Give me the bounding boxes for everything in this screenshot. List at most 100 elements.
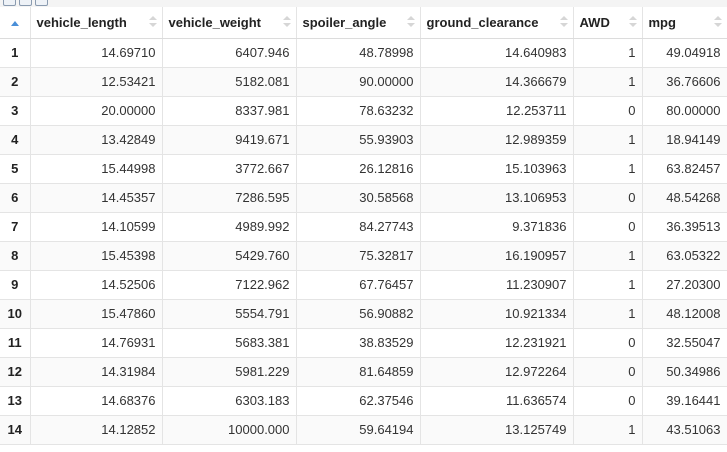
table-cell-vehicle-weight: 8337.981 (162, 96, 297, 126)
sort-icon[interactable] (713, 15, 722, 29)
sort-icon[interactable] (559, 15, 568, 29)
column-header-spoiler-angle[interactable]: spoiler_angle (296, 7, 421, 39)
table-cell-awd: 0 (573, 357, 643, 387)
table-cell-ground-clearance: 11.636574 (420, 386, 574, 416)
row-number: 8 (0, 241, 31, 271)
row-number: 9 (0, 270, 31, 300)
filter-icon[interactable] (35, 0, 48, 6)
table-row: 13 14.68376 6303.183 62.37546 11.636574 0 39.1… (0, 386, 727, 416)
table-cell-vehicle-weight: 10000.000 (162, 415, 297, 445)
table-row: 12 14.31984 5981.229 81.64859 12.972264 0 50.3… (0, 357, 727, 387)
table-cell-vehicle-length: 14.69710 (30, 38, 163, 68)
table-cell-ground-clearance: 16.190957 (420, 241, 574, 271)
table-cell-ground-clearance: 15.103963 (420, 154, 574, 184)
table-row: 4 13.42849 9419.671 55.93903 12.989359 1 18.94… (0, 125, 727, 155)
table-cell-awd: 0 (573, 96, 643, 126)
table-cell-spoiler-angle: 84.27743 (296, 212, 421, 242)
table-cell-vehicle-length: 15.47860 (30, 299, 163, 329)
table-cell-ground-clearance: 13.106953 (420, 183, 574, 213)
table-cell-mpg: 27.20300 (642, 270, 727, 300)
row-index-header[interactable] (0, 7, 31, 39)
sort-icon[interactable] (406, 15, 415, 29)
table-cell-awd: 0 (573, 328, 643, 358)
row-number: 4 (0, 125, 31, 155)
table-cell-vehicle-weight: 6407.946 (162, 38, 297, 68)
table-row: 11 14.76931 5683.381 38.83529 12.231921 0 32.5… (0, 328, 727, 358)
table-cell-vehicle-length: 20.00000 (30, 96, 163, 126)
column-header-ground-clearance[interactable]: ground_clearance (420, 7, 574, 39)
column-header-mpg[interactable]: mpg (642, 7, 727, 39)
back-icon[interactable] (3, 0, 16, 6)
table-cell-vehicle-weight: 5429.760 (162, 241, 297, 271)
table-cell-vehicle-length: 14.31984 (30, 357, 163, 387)
column-header-label: mpg (648, 14, 676, 30)
sort-icon[interactable] (148, 15, 157, 29)
table-cell-vehicle-weight: 9419.671 (162, 125, 297, 155)
table-row: 5 15.44998 3772.667 26.12816 15.103963 1 63.82… (0, 154, 727, 184)
sort-icon[interactable] (628, 15, 637, 29)
column-header-label: vehicle_weight (168, 14, 261, 30)
table-cell-ground-clearance: 12.972264 (420, 357, 574, 387)
row-number: 10 (0, 299, 31, 329)
table-cell-ground-clearance: 14.640983 (420, 38, 574, 68)
table-cell-vehicle-length: 14.52506 (30, 270, 163, 300)
table-cell-spoiler-angle: 26.12816 (296, 154, 421, 184)
table-cell-mpg: 18.94149 (642, 125, 727, 155)
table-cell-mpg: 36.76606 (642, 67, 727, 97)
table-cell-vehicle-weight: 6303.183 (162, 386, 297, 416)
table-cell-awd: 0 (573, 386, 643, 416)
table-row: 1 14.69710 6407.946 48.78998 14.640983 1 49.04… (0, 38, 727, 68)
table-cell-vehicle-weight: 5182.081 (162, 67, 297, 97)
header-row: vehicle_length vehicle_weight spoiler_an… (0, 7, 727, 39)
table-cell-mpg: 36.39513 (642, 212, 727, 242)
table-cell-mpg: 50.34986 (642, 357, 727, 387)
table-row: 8 15.45398 5429.760 75.32817 16.190957 1 63.05… (0, 241, 727, 271)
row-number: 12 (0, 357, 31, 387)
column-header-awd[interactable]: AWD (573, 7, 643, 39)
table-row: 3 20.00000 8337.981 78.63232 12.253711 0 80.00… (0, 96, 727, 126)
row-number: 5 (0, 154, 31, 184)
column-header-vehicle-length[interactable]: vehicle_length (30, 7, 163, 39)
table-cell-spoiler-angle: 59.64194 (296, 415, 421, 445)
row-number: 6 (0, 183, 31, 213)
row-number: 11 (0, 328, 31, 358)
table-cell-vehicle-length: 14.10599 (30, 212, 163, 242)
table-cell-mpg: 48.54268 (642, 183, 727, 213)
column-header-label: spoiler_angle (302, 14, 387, 30)
table-cell-ground-clearance: 11.230907 (420, 270, 574, 300)
table-cell-vehicle-length: 14.45357 (30, 183, 163, 213)
column-header-vehicle-weight[interactable]: vehicle_weight (162, 7, 297, 39)
table-cell-ground-clearance: 12.253711 (420, 96, 574, 126)
forward-icon[interactable] (19, 0, 32, 6)
table-cell-spoiler-angle: 56.90882 (296, 299, 421, 329)
table-cell-ground-clearance: 10.921334 (420, 299, 574, 329)
table-cell-vehicle-weight: 7122.962 (162, 270, 297, 300)
table-cell-mpg: 32.55047 (642, 328, 727, 358)
table-cell-awd: 1 (573, 125, 643, 155)
sort-icon[interactable] (282, 15, 291, 29)
table-cell-spoiler-angle: 38.83529 (296, 328, 421, 358)
table-cell-ground-clearance: 14.366679 (420, 67, 574, 97)
column-header-label: vehicle_length (36, 14, 127, 30)
row-number: 14 (0, 415, 31, 445)
table-cell-mpg: 48.12008 (642, 299, 727, 329)
table-cell-vehicle-weight: 3772.667 (162, 154, 297, 184)
table-row: 6 14.45357 7286.595 30.58568 13.106953 0 48.54… (0, 183, 727, 213)
table-body: 1 14.69710 6407.946 48.78998 14.640983 1 49.04… (0, 38, 727, 445)
table-cell-awd: 1 (573, 299, 643, 329)
table-cell-vehicle-length: 12.53421 (30, 67, 163, 97)
table-cell-awd: 1 (573, 241, 643, 271)
table-cell-mpg: 63.82457 (642, 154, 727, 184)
sort-ascending-icon (10, 20, 19, 26)
table-cell-mpg: 39.16441 (642, 386, 727, 416)
table-cell-ground-clearance: 9.371836 (420, 212, 574, 242)
table-cell-mpg: 63.05322 (642, 241, 727, 271)
table-cell-spoiler-angle: 55.93903 (296, 125, 421, 155)
table-cell-ground-clearance: 12.989359 (420, 125, 574, 155)
data-table: vehicle_length vehicle_weight spoiler_an… (0, 7, 727, 445)
table-cell-spoiler-angle: 48.78998 (296, 38, 421, 68)
table-cell-vehicle-weight: 5981.229 (162, 357, 297, 387)
table-cell-awd: 0 (573, 212, 643, 242)
table-cell-ground-clearance: 12.231921 (420, 328, 574, 358)
